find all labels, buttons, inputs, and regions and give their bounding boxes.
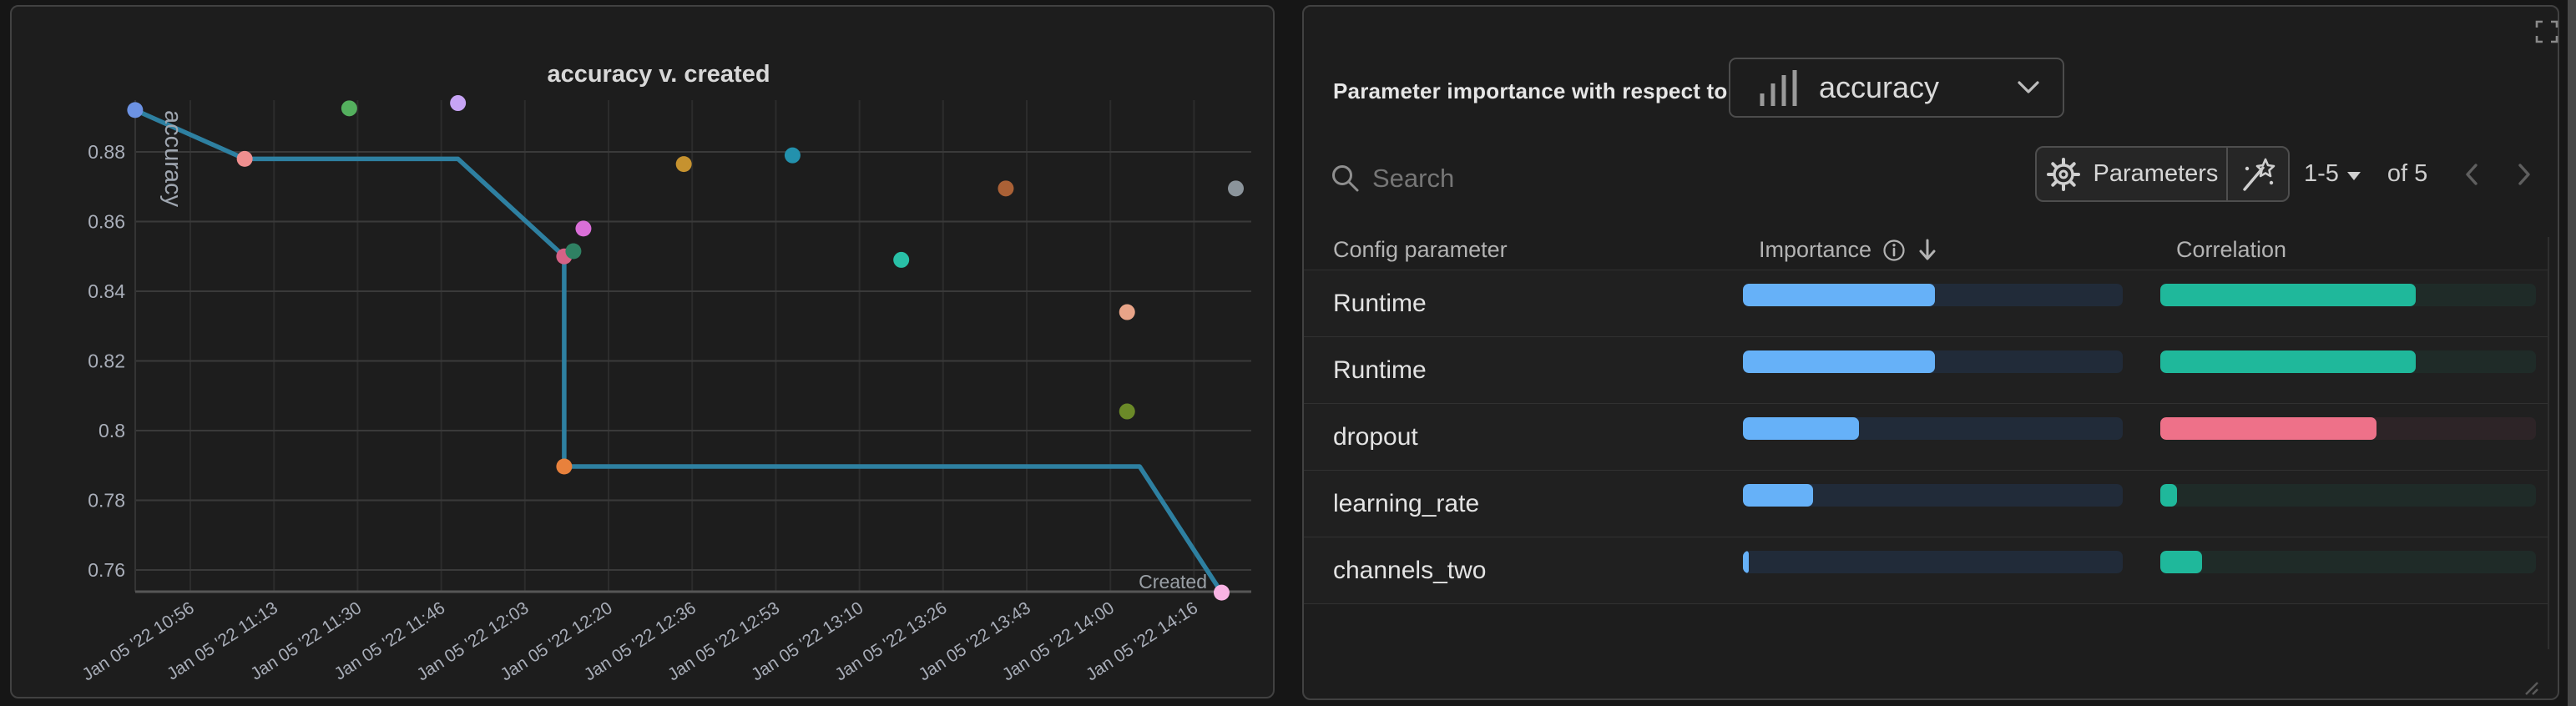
bar-chart-icon <box>1760 70 1797 106</box>
y-tick-label: 0.88 <box>88 141 125 163</box>
magic-wand-button[interactable] <box>2228 148 2288 200</box>
importance-bar-fill <box>1743 350 1935 373</box>
run-point[interactable] <box>556 458 573 475</box>
run-point[interactable] <box>1213 584 1230 601</box>
panel-title: Parameter importance with respect to <box>1333 78 1728 103</box>
y-tick-label: 0.78 <box>88 490 125 512</box>
run-point[interactable] <box>893 251 910 268</box>
correlation-bar <box>2160 350 2536 373</box>
page-range-dropdown[interactable]: 1-5 <box>2304 160 2361 188</box>
y-tick-label: 0.82 <box>88 350 125 372</box>
page-scrollbar[interactable] <box>2568 0 2576 706</box>
run-point[interactable] <box>1228 180 1244 197</box>
config-parameter-name: dropout <box>1333 423 1418 451</box>
pagination: 1-5 of 5 <box>2304 160 2427 188</box>
y-tick-label: 0.84 <box>88 280 125 302</box>
config-parameter-name: Runtime <box>1333 290 1427 317</box>
importance-bar-fill <box>1743 417 1859 440</box>
correlation-bar <box>2160 484 2536 507</box>
table-settings-button-group: Parameters <box>2035 146 2290 202</box>
search-icon <box>1332 165 1359 192</box>
parameters-button-label: Parameters <box>2093 160 2219 187</box>
table-row[interactable]: Runtime <box>1304 336 2548 403</box>
parameters-button[interactable]: Parameters <box>2037 148 2226 200</box>
best-accuracy-frontier-line <box>133 108 1225 595</box>
correlation-bar <box>2160 551 2536 573</box>
magic-wand-icon <box>2243 158 2275 191</box>
config-parameter-name: channels_two <box>1333 557 1487 584</box>
correlation-bar-fill <box>2160 484 2178 507</box>
panel-resize-handle-icon[interactable] <box>2514 671 2541 698</box>
run-point[interactable] <box>450 95 467 112</box>
run-point[interactable] <box>127 102 144 119</box>
y-tick-label: 0.86 <box>88 211 125 233</box>
parameter-importance-panel: Parameter importance with respect to acc… <box>1302 5 2559 700</box>
search-input[interactable] <box>1371 159 1841 199</box>
column-header-correlation: Correlation <box>2176 237 2287 262</box>
chevron-down-icon <box>2018 81 2039 93</box>
correlation-bar-fill <box>2160 417 2376 440</box>
table-row[interactable]: Runtime <box>1304 270 2548 336</box>
correlation-bar-fill <box>2160 284 2416 306</box>
run-point[interactable] <box>1119 304 1135 320</box>
importance-bar-fill <box>1743 551 1749 573</box>
correlation-bar <box>2160 417 2536 440</box>
importance-bar-fill <box>1743 284 1935 306</box>
importance-bar <box>1743 417 2123 440</box>
y-tick-label: 0.8 <box>98 420 125 441</box>
run-point[interactable] <box>998 180 1014 197</box>
run-point[interactable] <box>565 243 582 260</box>
caret-down-icon <box>2346 171 2361 180</box>
table-header: Config parameter Importance Correlation <box>1304 237 2548 270</box>
run-point[interactable] <box>575 220 592 237</box>
fullscreen-icon[interactable] <box>2534 19 2559 44</box>
table-right-divider <box>2548 237 2549 649</box>
chart-title: accuracy v. created <box>547 61 770 88</box>
importance-bar <box>1743 284 2123 306</box>
correlation-bar-fill <box>2160 551 2202 573</box>
config-parameter-name: Runtime <box>1333 356 1427 384</box>
table-row[interactable]: learning_rate <box>1304 470 2548 537</box>
page-total: of 5 <box>2387 160 2428 187</box>
run-point[interactable] <box>1119 403 1135 420</box>
run-point[interactable] <box>675 156 692 173</box>
correlation-bar-fill <box>2160 350 2416 373</box>
chevron-right-icon[interactable] <box>2511 162 2536 187</box>
column-header-config-parameter: Config parameter <box>1333 237 1508 262</box>
metric-select-dropdown[interactable]: accuracy <box>1729 58 2064 118</box>
importance-bar <box>1743 551 2123 573</box>
run-point[interactable] <box>236 150 253 167</box>
chevron-left-icon[interactable] <box>2460 162 2485 187</box>
config-parameter-name: learning_rate <box>1333 490 1480 517</box>
table-row[interactable]: channels_two <box>1304 537 2548 604</box>
correlation-bar <box>2160 284 2536 306</box>
button-group-divider <box>2226 148 2228 200</box>
table-row[interactable]: dropout <box>1304 403 2548 470</box>
importance-bar <box>1743 350 2123 373</box>
run-point[interactable] <box>341 100 357 117</box>
importance-bar <box>1743 484 2123 507</box>
info-icon[interactable] <box>1882 239 1906 262</box>
sort-descending-arrow-icon[interactable] <box>1917 239 1938 262</box>
x-axis-title: Created <box>1139 571 1207 593</box>
column-header-importance[interactable]: Importance <box>1759 237 1938 263</box>
accuracy-vs-created-chart-panel: 0.88 0.86 0.84 0.82 0.8 0.78 0.76 Jan 05 '22 10… <box>10 5 1275 698</box>
run-point[interactable] <box>784 147 801 164</box>
importance-bar-fill <box>1743 484 1814 507</box>
y-tick-label: 0.76 <box>88 559 125 581</box>
gear-icon <box>2046 157 2080 191</box>
metric-select-value: accuracy <box>1819 70 1940 104</box>
y-axis-title: accuracy <box>159 110 186 208</box>
